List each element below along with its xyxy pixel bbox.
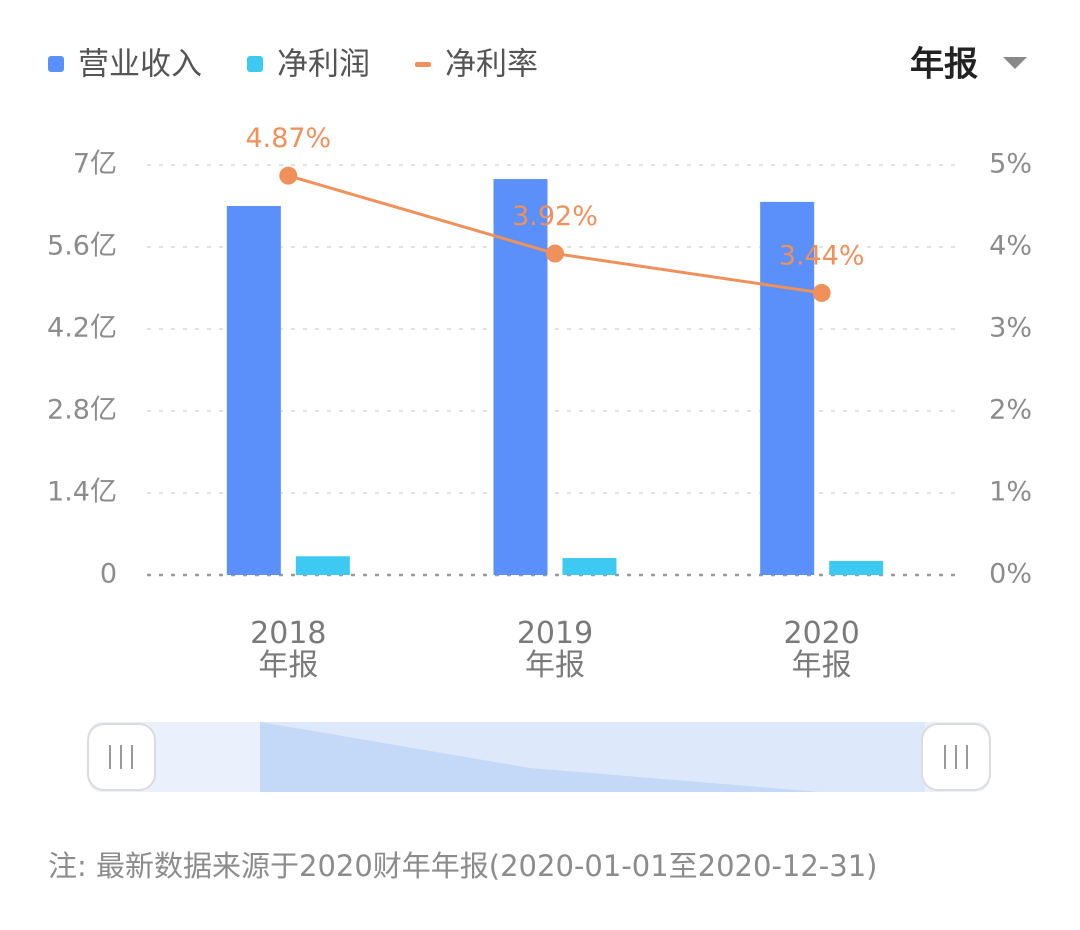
handle-grip (944, 745, 968, 769)
legend-label: 净利润 (277, 47, 370, 83)
x-tick-label: 2019 年报 (517, 616, 593, 683)
data-label: 3.44% (779, 240, 865, 271)
y2-tick-label: 2% (989, 395, 1032, 426)
y2-tick-label: 0% (989, 559, 1032, 590)
legend-swatch (247, 56, 263, 72)
bar (829, 560, 884, 575)
bar (493, 179, 548, 576)
legend-label: 营业收入 (78, 47, 202, 83)
bar (562, 558, 617, 575)
x-tick-label: 2020 年报 (783, 616, 859, 683)
bar (226, 206, 281, 575)
x-tick-line: 年报 (525, 648, 585, 683)
x-tick-line: 年报 (792, 648, 852, 683)
y-tick-label: 5.6亿 (47, 231, 117, 262)
legend-swatch (415, 62, 431, 67)
y2-tick-label: 4% (989, 231, 1032, 262)
bar (760, 201, 815, 575)
y-tick-label: 1.4亿 (47, 477, 117, 508)
x-tick-line: 2018 (250, 616, 326, 651)
period-label[interactable]: 年报 (910, 45, 978, 85)
y-tick-label: 2.8亿 (47, 395, 117, 426)
line-point (279, 166, 298, 185)
legend-swatch (48, 56, 64, 72)
bar (295, 556, 350, 575)
y-tick-label: 0 (100, 559, 117, 590)
footnote: 注: 最新数据来源于2020财年年报(2020-01-01至2020-12-31… (48, 849, 878, 883)
handle-grip (109, 745, 133, 769)
data-label: 4.87% (245, 123, 331, 154)
y2-tick-label: 1% (989, 477, 1032, 508)
zoom-slider[interactable] (87, 722, 991, 792)
line (287, 174, 822, 295)
y-tick-label: 7亿 (73, 149, 117, 180)
data-label: 3.92% (512, 201, 598, 232)
line-point (546, 244, 564, 263)
x-tick-label: 2018 年报 (250, 616, 326, 683)
dropdown-arrow[interactable] (1003, 57, 1027, 69)
slider-preview (260, 722, 820, 792)
period-dropdown[interactable]: 年报 (910, 45, 1027, 85)
y-tick-label: 4.2亿 (47, 313, 117, 344)
y2-tick-label: 3% (989, 313, 1032, 344)
x-tick-line: 年报 (258, 648, 318, 683)
x-tick-line: 2019 (517, 616, 593, 651)
x-tick-line: 2020 (783, 616, 859, 651)
y2-tick-label: 5% (989, 149, 1032, 180)
line-point (812, 283, 831, 302)
legend-label: 净利率 (445, 47, 538, 83)
